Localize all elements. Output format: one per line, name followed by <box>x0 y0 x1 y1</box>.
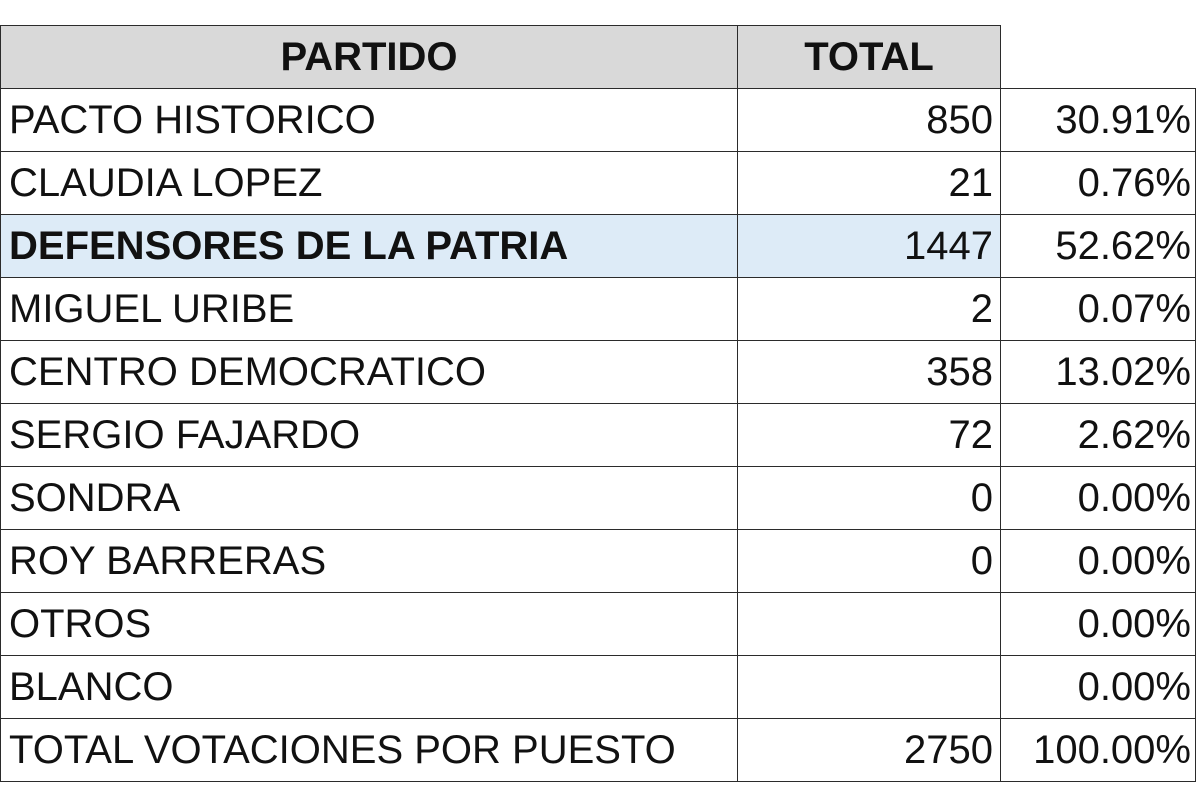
party-cell: SONDRA <box>0 466 738 530</box>
header-percent <box>1000 25 1196 89</box>
party-cell: CLAUDIA LOPEZ <box>0 151 738 215</box>
total-cell: 0 <box>737 529 1001 593</box>
total-cell <box>737 592 1001 656</box>
party-cell: CENTRO DEMOCRATICO <box>0 340 738 404</box>
results-table: PARTIDO TOTAL PACTO HISTORICO 850 30.91%… <box>0 25 1196 782</box>
table-row: SONDRA 0 0.00% <box>0 466 1196 530</box>
total-cell <box>737 655 1001 719</box>
percent-cell: 13.02% <box>1000 340 1196 404</box>
party-cell: TOTAL VOTACIONES POR PUESTO <box>0 718 738 782</box>
party-cell: ROY BARRERAS <box>0 529 738 593</box>
percent-cell: 100.00% <box>1000 718 1196 782</box>
table-row: CENTRO DEMOCRATICO 358 13.02% <box>0 340 1196 404</box>
table-row: ROY BARRERAS 0 0.00% <box>0 529 1196 593</box>
header-row: PARTIDO TOTAL <box>0 25 1196 89</box>
percent-cell: 0.00% <box>1000 592 1196 656</box>
percent-cell: 2.62% <box>1000 403 1196 467</box>
total-cell: 1447 <box>737 214 1001 278</box>
total-cell: 0 <box>737 466 1001 530</box>
table-row: CLAUDIA LOPEZ 21 0.76% <box>0 151 1196 215</box>
percent-cell: 0.00% <box>1000 466 1196 530</box>
table-row: SERGIO FAJARDO 72 2.62% <box>0 403 1196 467</box>
total-cell: 2750 <box>737 718 1001 782</box>
percent-cell: 52.62% <box>1000 214 1196 278</box>
party-cell: PACTO HISTORICO <box>0 88 738 152</box>
total-cell: 2 <box>737 277 1001 341</box>
party-cell: BLANCO <box>0 655 738 719</box>
total-cell: 21 <box>737 151 1001 215</box>
total-cell: 358 <box>737 340 1001 404</box>
table-row: PACTO HISTORICO 850 30.91% <box>0 88 1196 152</box>
percent-cell: 0.00% <box>1000 529 1196 593</box>
percent-cell: 0.76% <box>1000 151 1196 215</box>
header-total: TOTAL <box>737 25 1001 89</box>
party-cell: DEFENSORES DE LA PATRIA <box>0 214 738 278</box>
table-row: MIGUEL URIBE 2 0.07% <box>0 277 1196 341</box>
percent-cell: 30.91% <box>1000 88 1196 152</box>
total-row: TOTAL VOTACIONES POR PUESTO 2750 100.00% <box>0 718 1196 782</box>
table-row: OTROS 0.00% <box>0 592 1196 656</box>
party-cell: MIGUEL URIBE <box>0 277 738 341</box>
total-cell: 850 <box>737 88 1001 152</box>
percent-cell: 0.07% <box>1000 277 1196 341</box>
total-cell: 72 <box>737 403 1001 467</box>
results-sheet: PARTIDO TOTAL PACTO HISTORICO 850 30.91%… <box>0 25 1200 782</box>
table-row: BLANCO 0.00% <box>0 655 1196 719</box>
party-cell: SERGIO FAJARDO <box>0 403 738 467</box>
table-row: DEFENSORES DE LA PATRIA 1447 52.62% <box>0 214 1196 278</box>
header-party: PARTIDO <box>0 25 738 89</box>
percent-cell: 0.00% <box>1000 655 1196 719</box>
party-cell: OTROS <box>0 592 738 656</box>
